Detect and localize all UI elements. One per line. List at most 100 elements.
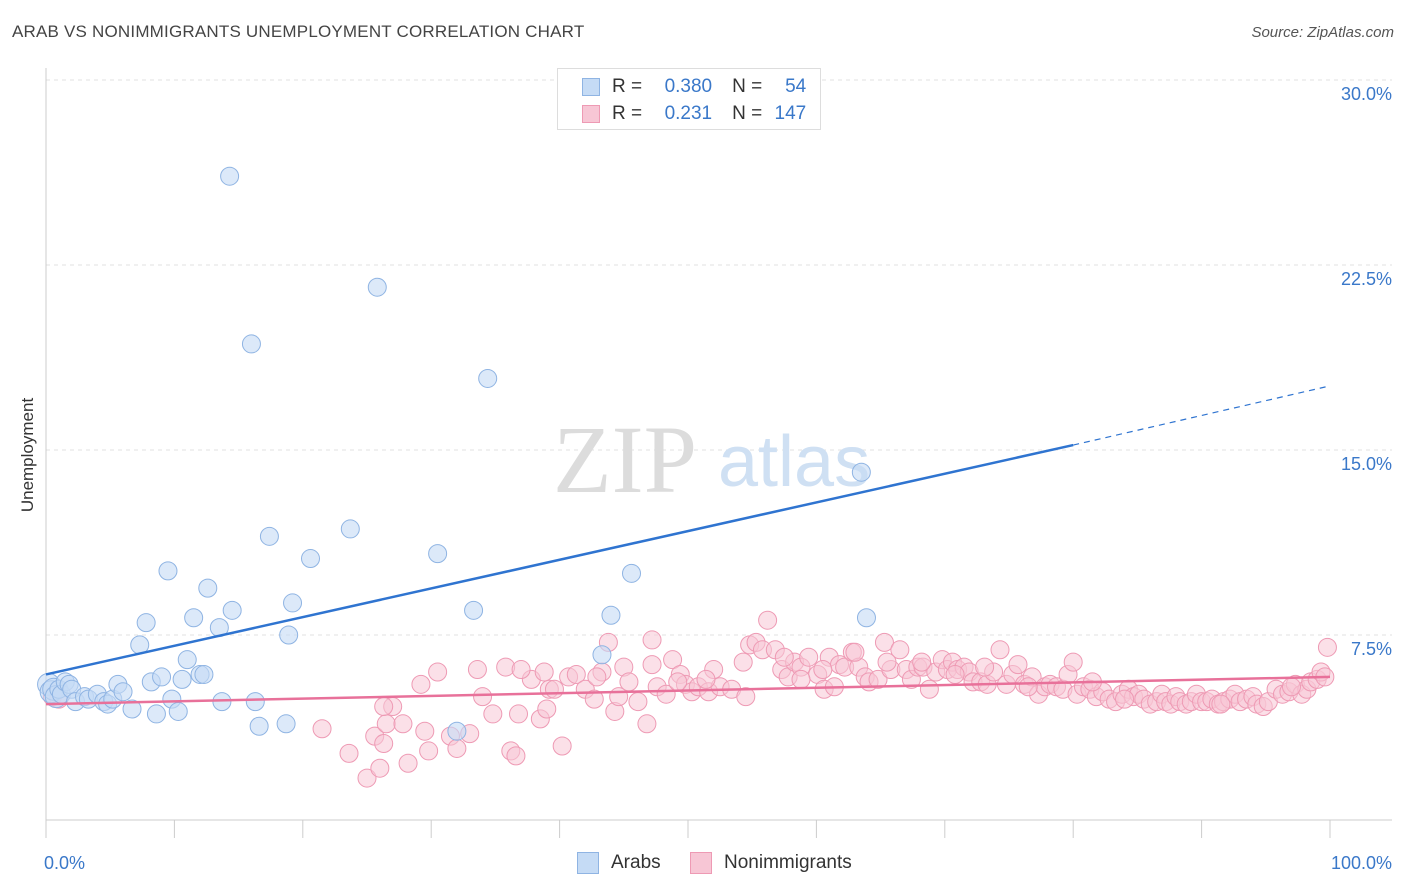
x-tick-label: 100.0% [1331,853,1392,873]
legend-item-arabs[interactable]: Arabs [577,852,661,874]
nonimmigrants-point [376,714,396,734]
y-tick-label: 15.0% [1341,454,1392,474]
arabs-point [340,519,360,539]
nonimmigrants-point [339,743,359,763]
legend-n-label: N = [732,103,763,124]
nonimmigrants-point [945,664,965,684]
nonimmigrants-point [419,741,439,761]
y-tick-labels: 7.5% 15.0% 22.5% 30.0% [1341,84,1392,659]
y-tick-label: 22.5% [1341,269,1392,289]
nonimmigrants-point [1115,689,1135,709]
source-note: Source: ZipAtlas.com [1251,24,1394,41]
arabs-point [241,334,261,354]
arabs-point [245,692,265,712]
nonimmigrants-point [1317,637,1337,657]
nonimmigrants-point [544,679,564,699]
arabs-point [464,600,484,620]
watermark: ZIP atlas [553,406,870,513]
arabs-point [220,166,240,186]
watermark-atlas: atlas [718,422,870,502]
nonimmigrants-point [696,669,716,689]
nonimmigrants-point [619,672,639,692]
x-tick-label: 0.0% [44,853,85,873]
arabs-n-value: 54 [785,76,807,97]
nonimmigrants-trendline [45,675,1331,706]
arabs-point [851,462,871,482]
legend-item-nonimmigrants[interactable]: Nonimmigrants [690,852,852,874]
nonimmigrants-point [799,647,819,667]
nonimmigrants-point [506,746,526,766]
legend-r-label: R = [612,76,643,97]
arabs-points [37,166,876,741]
arabs-point [856,608,876,628]
arabs-point [158,561,178,581]
arabs-point [279,625,299,645]
nonimmigrants-point [374,697,394,717]
arabs-r-value: 0.380 [664,76,713,97]
nonimmigrants-point [566,664,586,684]
nonimmigrants-point [642,655,662,675]
arabs-point [276,714,296,734]
arabs-trendline [45,443,1074,676]
nonimmigrants-point [511,660,531,680]
nonimmigrants-point [990,640,1010,660]
nonimmigrants-point [845,642,865,662]
arabs-point [198,578,218,598]
y-tick-label: 30.0% [1341,84,1392,104]
nonimmigrants-point [758,610,778,630]
nonimmigrants-point [415,721,435,741]
legend-row-arabs: R = 0.380 N = 54 [582,75,806,99]
arabs-point [168,701,188,721]
nonimmigrants-point [1281,677,1301,697]
nonimmigrants-point [552,736,572,756]
nonimmigrants-legend-label: Nonimmigrants [724,852,852,873]
arabs-point [222,600,242,620]
nonimmigrants-point [473,687,493,707]
arabs-point [184,608,204,628]
nonimmigrants-point [890,640,910,660]
arabs-point [249,716,269,736]
nonimmigrants-point [428,662,448,682]
arabs-point [447,721,467,741]
arabs-trendline-extension [1073,385,1331,446]
legend-r-label: R = [612,103,643,124]
nonimmigrants-point [877,652,897,672]
x-tick-labels: 0.0% 100.0% [44,853,1392,873]
arabs-swatch [582,78,600,96]
arabs-point [478,368,498,388]
arabs-point [194,664,214,684]
nonimmigrants-point [509,704,529,724]
legend-row-nonimmigrants: R = 0.231 N = 147 [582,102,806,126]
nonimmigrants-point [584,689,604,709]
nonimmigrants-point [398,753,418,773]
gridlines [46,79,1392,636]
arabs-point [622,563,642,583]
y-tick-label: 7.5% [1351,639,1392,659]
arabs-legend-swatch [577,852,599,874]
nonimmigrants-point [483,704,503,724]
nonimmigrants-point [919,679,939,699]
nonimmigrants-n-value: 147 [774,103,807,124]
arabs-point [428,544,448,564]
nonimmigrants-point [537,699,557,719]
arabs-point [113,682,133,702]
arabs-point [367,277,387,297]
nonimmigrants-point [587,667,607,687]
arabs-point [259,526,279,546]
arabs-point [136,613,156,633]
chart-title: ARAB VS NONIMMIGRANTS UNEMPLOYMENT CORRE… [12,22,585,41]
nonimmigrants-point [663,650,683,670]
nonimmigrants-point [534,662,554,682]
nonimmigrants-point [393,714,413,734]
nonimmigrants-legend-swatch [690,852,712,874]
arabs-legend-label: Arabs [611,852,661,873]
nonimmigrants-point [791,669,811,689]
nonimmigrants-point [868,669,888,689]
nonimmigrants-point [733,652,753,672]
arabs-point [177,650,197,670]
correlation-legend: R = 0.380 N = 54 R = 0.231 N = 147 [557,68,821,130]
arabs-point [301,549,321,569]
nonimmigrants-point [411,674,431,694]
nonimmigrants-point [374,734,394,754]
